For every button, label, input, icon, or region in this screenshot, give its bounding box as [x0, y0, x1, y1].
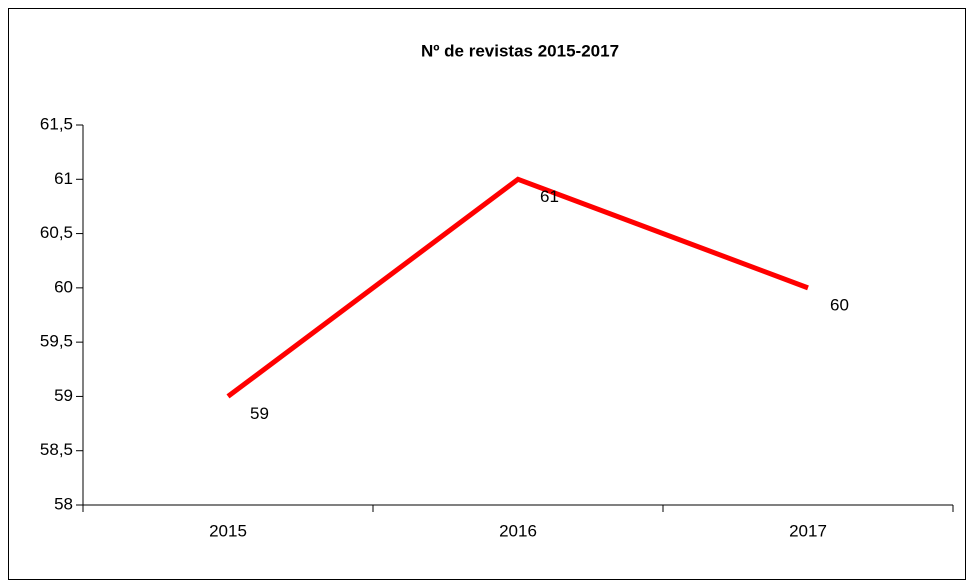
- y-tick-label: 60,5: [40, 223, 73, 242]
- x-tick-label: 2016: [499, 521, 537, 540]
- data-label: 60: [830, 295, 849, 314]
- y-tick-label: 59,5: [40, 332, 73, 351]
- chart-title: Nº de revistas 2015-2017: [421, 41, 619, 60]
- chart-border: [8, 8, 966, 580]
- x-tick-label: 2017: [789, 521, 827, 540]
- y-tick-label: 58: [54, 494, 73, 513]
- x-tick-label: 2015: [209, 521, 247, 540]
- y-tick-label: 61: [54, 169, 73, 188]
- y-tick-label: 60: [54, 277, 73, 296]
- y-tick-label: 58,5: [40, 440, 73, 459]
- data-label: 59: [250, 404, 269, 423]
- line-series: [226, 176, 809, 399]
- y-tick-label: 59: [54, 386, 73, 405]
- y-tick-label: 61,5: [40, 114, 73, 133]
- data-label: 61: [540, 187, 559, 206]
